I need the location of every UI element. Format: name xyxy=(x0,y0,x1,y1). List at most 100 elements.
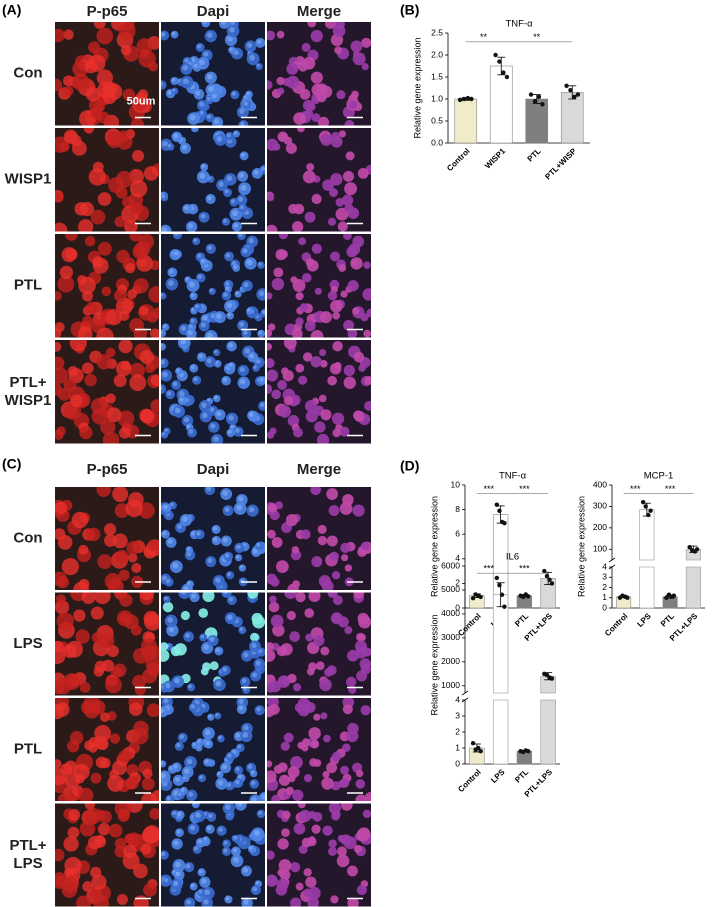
y-tick-label: 3 xyxy=(602,572,607,582)
cell xyxy=(55,594,66,605)
cell xyxy=(166,624,179,637)
cell-core xyxy=(182,675,188,680)
cell xyxy=(73,609,86,622)
cell xyxy=(230,854,244,868)
data-point xyxy=(549,676,555,681)
cell-core xyxy=(162,140,168,147)
cell-core xyxy=(204,592,211,598)
cell xyxy=(75,629,90,644)
cell xyxy=(257,329,265,338)
cell xyxy=(98,810,112,824)
significance-label: *** xyxy=(519,564,530,574)
cell xyxy=(255,541,264,550)
cell-core xyxy=(164,603,170,609)
cell-core xyxy=(235,733,240,738)
cell xyxy=(286,75,300,89)
cell-core xyxy=(202,315,208,321)
significance-label: ** xyxy=(480,32,488,42)
cell xyxy=(312,812,323,822)
cell-core xyxy=(224,189,229,194)
cell-core xyxy=(203,51,209,57)
cell xyxy=(88,168,106,186)
cell-core xyxy=(196,531,201,536)
cell xyxy=(161,369,173,382)
cell xyxy=(337,846,347,857)
cell xyxy=(189,592,200,603)
cell-core xyxy=(226,782,231,787)
cell xyxy=(267,193,275,202)
cell xyxy=(281,828,290,838)
cell-core xyxy=(214,349,218,354)
data-point xyxy=(542,568,547,574)
cell xyxy=(104,534,117,547)
cell xyxy=(96,27,114,45)
cell xyxy=(300,529,311,540)
cell-core xyxy=(161,676,166,682)
cell-core xyxy=(201,164,206,168)
data-point xyxy=(694,547,700,552)
cell xyxy=(317,116,330,126)
cell-core xyxy=(255,660,261,666)
cell-core xyxy=(168,280,174,286)
cell-core xyxy=(246,91,250,96)
cell xyxy=(267,529,276,539)
cell xyxy=(217,734,225,743)
cell xyxy=(97,241,112,256)
cell xyxy=(305,410,318,423)
cell xyxy=(138,306,149,316)
y-tick-label: 1.5 xyxy=(431,71,443,81)
cell xyxy=(267,329,273,338)
cell xyxy=(204,356,216,368)
cell xyxy=(118,569,130,581)
y-tick-label: 0.5 xyxy=(431,115,443,125)
data-point xyxy=(540,102,545,107)
data-point xyxy=(470,741,476,746)
cell-core xyxy=(171,31,176,36)
cell xyxy=(343,376,356,389)
cell xyxy=(113,663,127,677)
cell xyxy=(57,793,71,801)
micrograph xyxy=(161,592,265,696)
cell xyxy=(288,203,299,214)
cell xyxy=(225,751,236,762)
cell xyxy=(83,128,95,134)
cell-core xyxy=(162,371,168,378)
cell-core xyxy=(199,775,203,779)
cell xyxy=(357,827,371,841)
cell xyxy=(320,712,328,720)
cell-core xyxy=(165,682,171,689)
cell xyxy=(69,340,87,352)
cell-core xyxy=(216,136,222,142)
cell xyxy=(161,80,167,90)
cell xyxy=(181,766,194,779)
cell xyxy=(269,876,278,886)
cell xyxy=(234,765,244,775)
cell-core xyxy=(161,761,164,765)
cell xyxy=(213,349,221,357)
cell xyxy=(238,564,247,572)
x-tick-label: LPS xyxy=(489,767,507,785)
cell-core xyxy=(199,110,204,115)
cell xyxy=(132,727,149,745)
data-point xyxy=(625,595,630,600)
cell xyxy=(97,554,113,570)
cell xyxy=(277,87,285,95)
cell xyxy=(242,100,252,110)
cell-core xyxy=(182,65,188,71)
cell xyxy=(311,193,322,205)
cell xyxy=(267,80,273,90)
cell-core xyxy=(226,175,233,182)
cell-core xyxy=(228,342,233,348)
cell xyxy=(84,236,96,247)
cell xyxy=(62,75,75,87)
cell xyxy=(301,42,311,52)
cell xyxy=(350,257,363,270)
cell xyxy=(305,400,318,413)
cell xyxy=(285,513,298,527)
cell-core xyxy=(252,672,258,678)
cell xyxy=(287,766,300,779)
cell xyxy=(211,116,224,126)
cell xyxy=(67,366,79,377)
cell xyxy=(343,364,355,377)
cell xyxy=(188,702,199,713)
